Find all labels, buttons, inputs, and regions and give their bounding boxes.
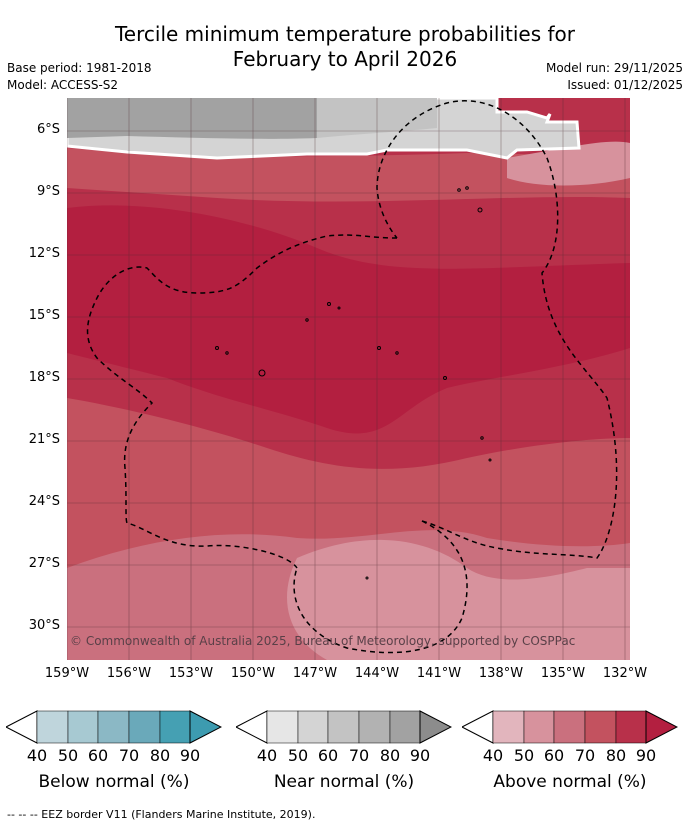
title-line-1: Tercile minimum temperature probabilitie… <box>114 22 576 46</box>
lat-tick-27s: 27°S <box>28 556 60 571</box>
lon-tick-132w: 132°W <box>602 666 648 681</box>
eez-austral <box>293 520 468 654</box>
lon-tick-159w: 159°W <box>44 666 90 681</box>
colorbar-near <box>236 710 452 744</box>
below-normal-label: Below normal (%) <box>38 772 190 792</box>
lat-tick-15s: 15°S <box>28 308 60 323</box>
lon-tick-135w: 135°W <box>540 666 586 681</box>
lat-tick-30s: 30°S <box>28 618 60 633</box>
above-tick-60: 60 <box>543 746 565 765</box>
near-tick-70: 70 <box>348 746 370 765</box>
lat-tick-18s: 18°S <box>28 370 60 385</box>
meta-left: Base period: 1981-2018 Model: ACCESS-S2 <box>7 60 152 94</box>
below-tick-50: 50 <box>57 746 79 765</box>
near-tick-80: 80 <box>379 746 401 765</box>
lat-tick-12s: 12°S <box>28 246 60 261</box>
above-tick-40: 40 <box>482 746 504 765</box>
lon-tick-141w: 141°W <box>416 666 462 681</box>
below-tick-60: 60 <box>87 746 109 765</box>
below-tick-80: 80 <box>149 746 171 765</box>
lat-tick-21s: 21°S <box>28 432 60 447</box>
base-period: Base period: 1981-2018 <box>7 61 152 75</box>
model-name: Model: ACCESS-S2 <box>7 78 119 92</box>
lon-tick-150w: 150°W <box>230 666 276 681</box>
above-tick-90: 90 <box>635 746 657 765</box>
lat-tick-24s: 24°S <box>28 494 60 509</box>
above-normal-label: Above normal (%) <box>493 772 647 792</box>
lon-tick-153w: 153°W <box>168 666 214 681</box>
region-above-90 <box>67 205 630 434</box>
colorbar-above <box>462 710 678 744</box>
copyright-credit: © Commonwealth of Australia 2025, Bureau… <box>70 634 576 648</box>
near-tick-60: 60 <box>317 746 339 765</box>
eez-french-polynesia <box>376 100 618 559</box>
colorbar-below <box>6 710 222 744</box>
near-tick-90: 90 <box>409 746 431 765</box>
near-normal-label: Near normal (%) <box>273 772 415 792</box>
lon-tick-138w: 138°W <box>478 666 524 681</box>
near-tick-50: 50 <box>287 746 309 765</box>
above-tick-70: 70 <box>574 746 596 765</box>
near-tick-40: 40 <box>256 746 278 765</box>
region-above-50-ne <box>507 141 630 186</box>
eez-borders <box>86 100 618 654</box>
probability-map <box>67 98 630 660</box>
map-title: Tercile minimum temperature probabilitie… <box>0 22 690 72</box>
region-above-70-south <box>67 398 630 578</box>
model-run: Model run: 29/11/2025 <box>545 61 683 75</box>
title-line-2: February to April 2026 <box>232 47 458 71</box>
region-above-70-north <box>67 148 630 202</box>
region-above-50 <box>287 539 630 660</box>
lon-tick-144w: 144°W <box>354 666 400 681</box>
above-tick-80: 80 <box>605 746 627 765</box>
lat-tick-9s: 9°S <box>36 184 60 199</box>
lat-tick-6s: 6°S <box>36 122 60 137</box>
above-tick-50: 50 <box>513 746 535 765</box>
lon-tick-147w: 147°W <box>292 666 338 681</box>
below-tick-70: 70 <box>118 746 140 765</box>
below-tick-40: 40 <box>26 746 48 765</box>
issued-date: Issued: 01/12/2025 <box>567 78 683 92</box>
graticule <box>67 98 630 660</box>
region-near-80 <box>67 98 317 139</box>
meta-right: Model run: 29/11/2025 Issued: 01/12/2025 <box>546 60 683 94</box>
islands <box>215 186 492 580</box>
below-tick-90: 90 <box>179 746 201 765</box>
lon-tick-156w: 156°W <box>106 666 152 681</box>
eez-legend-note: -- -- -- EEZ border V11 (Flanders Marine… <box>7 808 316 821</box>
